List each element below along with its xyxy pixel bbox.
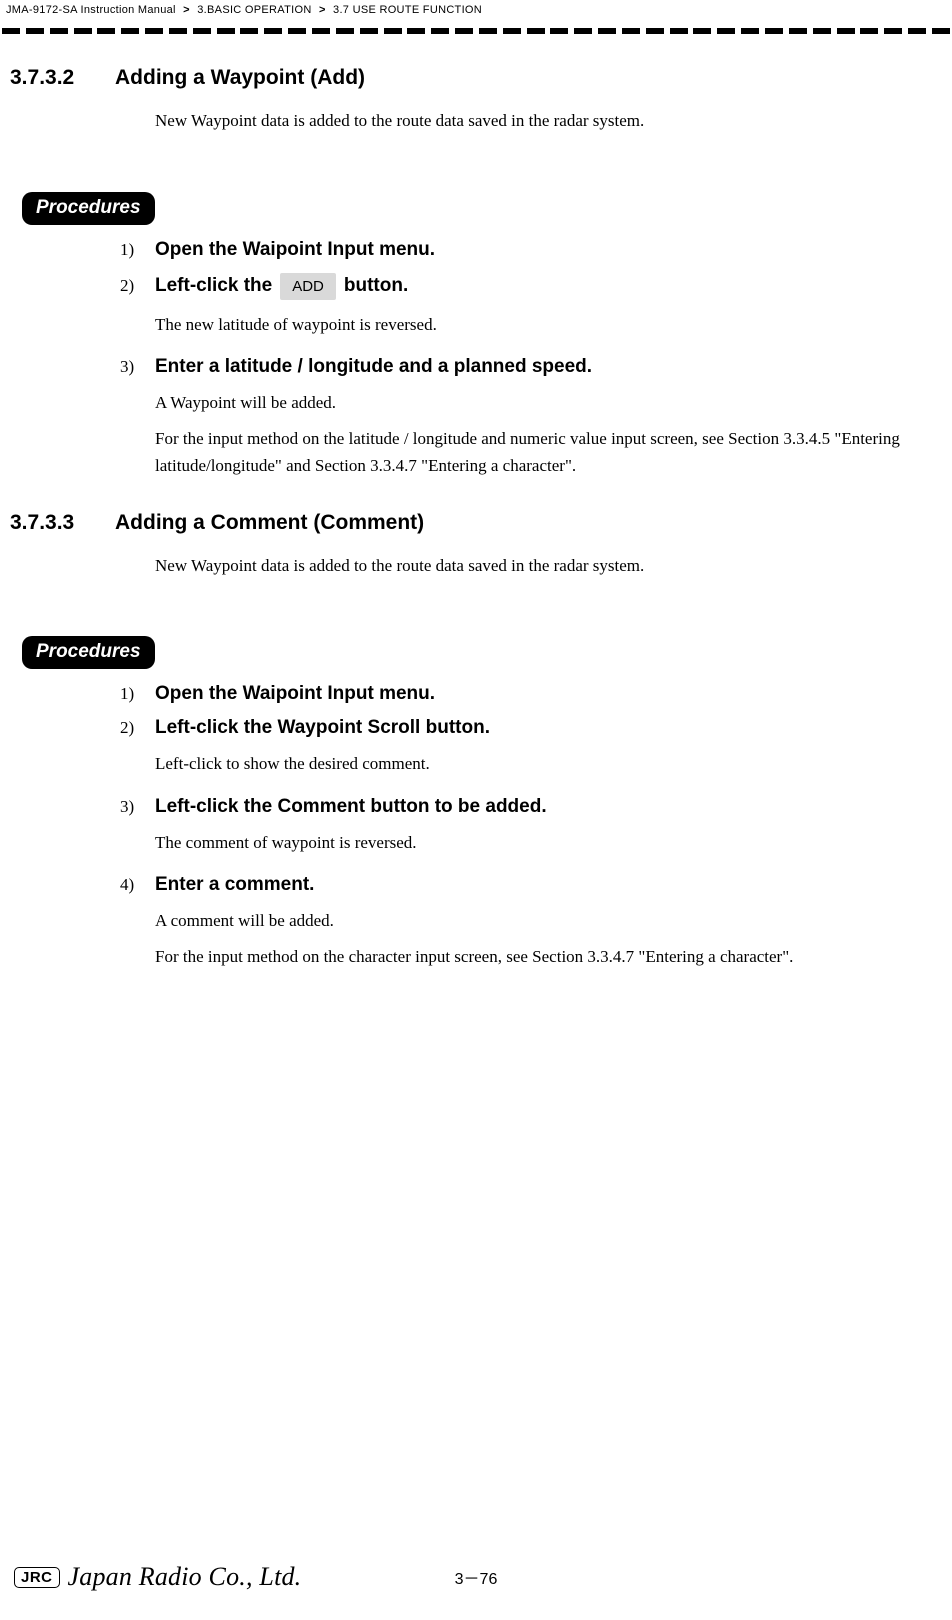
step-heading: 4)Enter a comment. (120, 874, 942, 896)
step-title: Open the Waipoint Input menu. (155, 239, 435, 261)
page-number: 3－76 (455, 1565, 498, 1589)
section-intro: New Waypoint data is added to the route … (155, 108, 942, 134)
procedure-step: 3)Enter a latitude / longitude and a pla… (120, 356, 942, 479)
procedure-step: 3)Left-click the Comment button to be ad… (120, 796, 942, 856)
step-number: 3) (120, 797, 155, 817)
section-title: Adding a Waypoint (Add) (115, 66, 365, 90)
section-title: Adding a Comment (Comment) (115, 511, 424, 535)
step-body: A Waypoint will be added. For the input m… (155, 390, 942, 479)
step-title: Left-click the Comment button to be adde… (155, 796, 547, 818)
jrc-logo: JRC (14, 1567, 60, 1588)
step-body-paragraph: A comment will be added. (155, 908, 942, 934)
step-number: 3) (120, 357, 155, 377)
section-number: 3.7.3.2 (10, 66, 115, 90)
company-name: Japan Radio Co., Ltd. (68, 1562, 302, 1592)
step-heading: 1)Open the Waipoint Input menu. (120, 683, 942, 705)
step-body-paragraph: The new latitude of waypoint is reversed… (155, 312, 942, 338)
step-title: Open the Waipoint Input menu. (155, 683, 435, 705)
step-heading: 2)Left-click the ADD button. (120, 273, 942, 300)
page-footer: JRC Japan Radio Co., Ltd. 3－76 (0, 1562, 952, 1592)
procedure-step: 2)Left-click the Waypoint Scroll button.… (120, 717, 942, 777)
step-body-paragraph: Left-click to show the desired comment. (155, 751, 942, 777)
procedure-step: 4)Enter a comment. A comment will be adde… (120, 874, 942, 971)
step-number: 2) (120, 276, 155, 296)
step-number: 4) (120, 875, 155, 895)
procedure-step: 1)Open the Waipoint Input menu. (120, 683, 942, 705)
step-body-paragraph: A Waypoint will be added. (155, 390, 942, 416)
step-body: Left-click to show the desired comment. (155, 751, 942, 777)
step-title: Left-click the Waypoint Scroll button. (155, 717, 490, 739)
step-number: 1) (120, 240, 155, 260)
section-heading: 3.7.3.2Adding a Waypoint (Add) (10, 66, 942, 90)
step-title-post: button. (344, 275, 408, 297)
procedures-badge: Procedures (22, 192, 155, 225)
step-title: Enter a comment. (155, 874, 314, 896)
step-title: Left-click the (155, 275, 272, 297)
procedure-step: 2)Left-click the ADD button. The new latit… (120, 273, 942, 338)
step-title: Enter a latitude / longitude and a plann… (155, 356, 592, 378)
section-heading: 3.7.3.3Adding a Comment (Comment) (10, 511, 942, 535)
section-number: 3.7.3.3 (10, 511, 115, 535)
step-body-paragraph: For the input method on the latitude / l… (155, 426, 942, 479)
step-body-paragraph: The comment of waypoint is reversed. (155, 830, 942, 856)
breadcrumb-chapter: 3.BASIC OPERATION (197, 4, 311, 16)
step-body: The comment of waypoint is reversed. (155, 830, 942, 856)
procedures-badge: Procedures (22, 636, 155, 669)
step-heading: 3)Enter a latitude / longitude and a pla… (120, 356, 942, 378)
breadcrumb-section: 3.7 USE ROUTE FUNCTION (333, 4, 482, 16)
breadcrumb-separator: > (183, 4, 190, 16)
step-body: The new latitude of waypoint is reversed… (155, 312, 942, 338)
section-intro: New Waypoint data is added to the route … (155, 553, 942, 579)
step-heading: 1)Open the Waipoint Input menu. (120, 239, 942, 261)
breadcrumb: JMA-9172-SA Instruction Manual > 3.BASIC… (0, 0, 952, 20)
step-heading: 2)Left-click the Waypoint Scroll button. (120, 717, 942, 739)
dashed-divider (0, 28, 952, 34)
breadcrumb-manual: JMA-9172-SA Instruction Manual (6, 4, 176, 16)
step-body: A comment will be added. For the input me… (155, 908, 942, 971)
button-chip: ADD (280, 273, 336, 300)
breadcrumb-separator: > (319, 4, 326, 16)
step-heading: 3)Left-click the Comment button to be ad… (120, 796, 942, 818)
step-number: 2) (120, 718, 155, 738)
procedure-step: 1)Open the Waipoint Input menu. (120, 239, 942, 261)
step-number: 1) (120, 684, 155, 704)
step-body-paragraph: For the input method on the character in… (155, 944, 942, 970)
